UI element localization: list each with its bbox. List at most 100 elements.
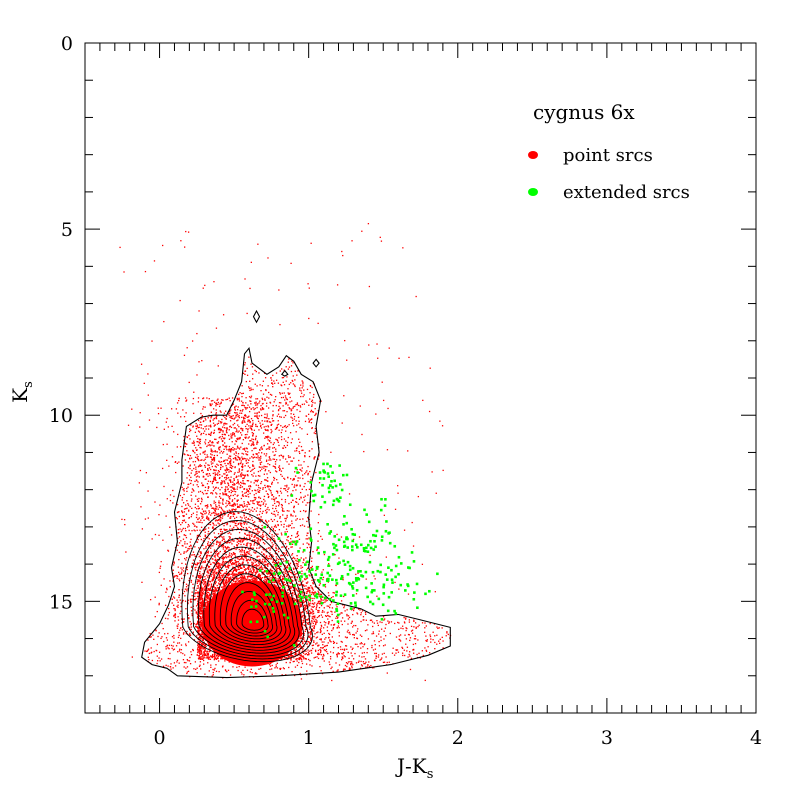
point-src xyxy=(253,644,256,646)
point-src xyxy=(247,630,249,632)
point-src xyxy=(256,622,259,625)
point-src xyxy=(264,619,266,622)
point-src xyxy=(212,617,215,620)
plot-area xyxy=(119,222,452,682)
point-src xyxy=(255,648,258,651)
point-src xyxy=(243,543,245,545)
point-src xyxy=(269,610,272,613)
point-src xyxy=(261,635,264,637)
point-src xyxy=(318,591,320,594)
point-src xyxy=(243,566,245,568)
point-src xyxy=(222,621,224,623)
point-src xyxy=(215,618,217,620)
point-src xyxy=(255,560,258,562)
point-src xyxy=(250,610,252,612)
point-src xyxy=(309,631,311,633)
point-src xyxy=(212,645,215,647)
point-src xyxy=(312,647,314,650)
point-src xyxy=(273,650,275,653)
point-src xyxy=(228,629,230,631)
point-src xyxy=(258,620,260,622)
point-src xyxy=(238,649,240,651)
point-src xyxy=(275,579,277,582)
point-src xyxy=(232,612,234,614)
point-src xyxy=(210,607,212,609)
point-src xyxy=(270,579,273,581)
point-src xyxy=(324,601,326,603)
point-src xyxy=(309,605,311,607)
point-src xyxy=(266,607,269,609)
point-src xyxy=(235,563,237,565)
point-src xyxy=(294,593,296,595)
point-src xyxy=(263,658,265,660)
point-src xyxy=(299,598,301,600)
point-src xyxy=(266,637,268,640)
point-src xyxy=(252,567,254,569)
point-src xyxy=(216,626,219,629)
point-src xyxy=(245,632,248,635)
point-src xyxy=(241,548,243,550)
point-src xyxy=(278,582,281,585)
point-src xyxy=(255,651,258,653)
point-src xyxy=(276,618,278,620)
point-src xyxy=(316,616,319,619)
point-src xyxy=(306,643,308,645)
point-src xyxy=(249,591,251,593)
point-src xyxy=(268,648,270,650)
point-src xyxy=(204,627,206,629)
point-src xyxy=(271,640,273,642)
point-src xyxy=(299,655,302,657)
point-src xyxy=(222,622,224,625)
point-src xyxy=(279,569,281,572)
point-src xyxy=(279,652,282,654)
point-src xyxy=(208,569,210,571)
point-src xyxy=(278,581,280,584)
point-src xyxy=(256,575,259,578)
point-src xyxy=(259,620,262,623)
point-src xyxy=(266,626,268,628)
point-src xyxy=(282,605,284,607)
point-src xyxy=(299,634,302,637)
point-src xyxy=(205,590,208,592)
point-src xyxy=(252,585,254,587)
point-src xyxy=(211,619,213,621)
point-src xyxy=(317,631,319,633)
point-src xyxy=(312,600,314,602)
point-src xyxy=(303,578,306,580)
point-src xyxy=(235,573,237,575)
point-src xyxy=(269,597,271,599)
point-src xyxy=(299,621,301,623)
point-src xyxy=(227,599,229,601)
point-src xyxy=(288,595,290,597)
point-src xyxy=(242,648,244,650)
point-src xyxy=(305,585,307,587)
point-src xyxy=(243,607,245,609)
point-src xyxy=(237,578,239,580)
point-src xyxy=(324,615,327,617)
point-src xyxy=(262,568,264,570)
point-src xyxy=(285,518,287,520)
point-src xyxy=(246,539,248,541)
point-src xyxy=(210,647,212,650)
point-src xyxy=(260,656,262,659)
point-src xyxy=(321,641,323,643)
point-src xyxy=(275,656,277,659)
point-src xyxy=(266,572,268,575)
point-src xyxy=(252,616,255,618)
point-src xyxy=(271,637,273,640)
point-src xyxy=(281,601,283,603)
point-src xyxy=(252,642,255,645)
point-src xyxy=(296,658,298,660)
point-src xyxy=(246,575,249,578)
point-src xyxy=(257,595,259,598)
point-src xyxy=(243,598,245,600)
point-src xyxy=(275,635,278,637)
point-src xyxy=(258,588,260,591)
point-src xyxy=(243,600,245,602)
point-src xyxy=(225,605,227,607)
point-src xyxy=(196,617,199,619)
point-src xyxy=(245,584,247,586)
point-src xyxy=(311,609,314,611)
point-src xyxy=(224,576,227,578)
point-src xyxy=(310,567,313,569)
